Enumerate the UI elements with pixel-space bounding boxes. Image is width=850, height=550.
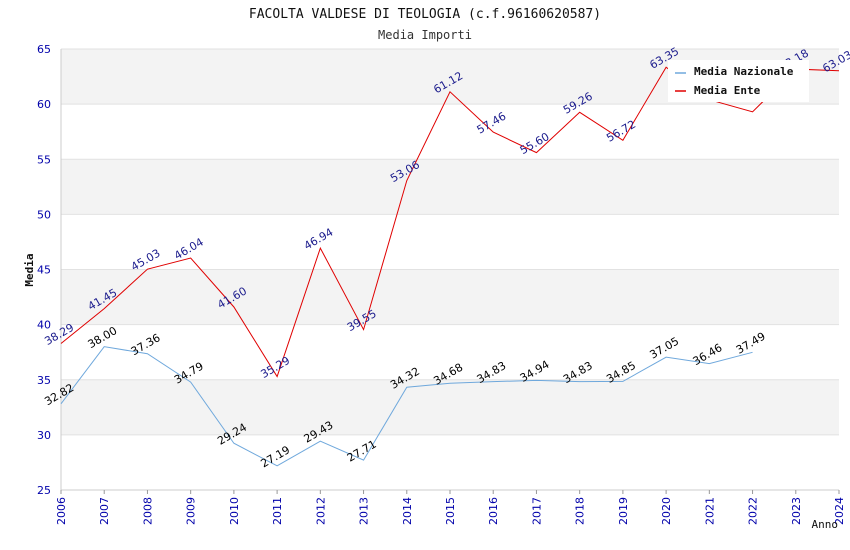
x-tick-label: 2022	[747, 497, 760, 525]
x-tick-label: 2009	[185, 497, 198, 525]
grid-band	[61, 324, 839, 380]
x-tick-label: 2016	[487, 497, 500, 525]
y-tick-label: 25	[37, 484, 51, 497]
x-tick-label: 2010	[228, 497, 241, 525]
x-tick-label: 2014	[401, 497, 414, 525]
x-tick-label: 2011	[271, 497, 284, 525]
x-tick-label: 2012	[314, 497, 327, 525]
grid-band	[61, 269, 839, 325]
x-tick-label: 2013	[358, 497, 371, 525]
x-tick-label: 2007	[98, 497, 111, 525]
y-tick-label: 60	[37, 98, 51, 111]
series-line-media-nazionale	[60, 346, 753, 467]
legend-box	[668, 60, 809, 102]
x-tick-label: 2020	[660, 497, 673, 525]
x-tick-label: 2024	[833, 497, 846, 525]
legend: Media Nazionale Media Ente	[668, 60, 809, 102]
x-tick-label: 2018	[574, 497, 587, 525]
y-axis: 25 30 35 40 45 50 55 60 65	[37, 43, 62, 497]
y-tick-label: 45	[37, 264, 51, 277]
x-tick-label: 2019	[617, 497, 630, 525]
y-tick-label: 30	[37, 429, 51, 442]
x-tick-label: 2008	[141, 497, 154, 525]
x-tick-label: 2021	[703, 497, 716, 525]
x-axis-label: Anno	[812, 518, 839, 531]
y-tick-label: 50	[37, 208, 51, 221]
x-tick-label: 2006	[55, 497, 68, 525]
chart-subtitle: Media Importi	[378, 28, 472, 42]
y-tick-label: 35	[37, 374, 51, 387]
grid-band	[61, 214, 839, 270]
grid-band	[61, 104, 839, 160]
x-tick-label: 2023	[790, 497, 803, 525]
x-tick-label: 2017	[530, 497, 543, 525]
y-axis-label: Media	[23, 253, 36, 286]
y-tick-label: 55	[37, 153, 51, 166]
legend-label-media-ente: Media Ente	[694, 84, 761, 97]
y-tick-label: 40	[37, 319, 51, 332]
grid-bands	[61, 48, 839, 491]
chart-title: FACOLTA VALDESE DI TEOLOGIA (c.f.9616062…	[249, 7, 601, 22]
legend-label-media-nazionale: Media Nazionale	[694, 65, 794, 78]
y-tick-label: 65	[37, 43, 51, 56]
grid-band	[61, 379, 839, 435]
x-axis: 2006 2007 2008 2009 2010 2011 2012 2013 2014 2015…	[55, 489, 846, 525]
x-tick-label: 2015	[444, 497, 457, 525]
grid-band	[61, 434, 839, 490]
grid-band	[61, 159, 839, 215]
